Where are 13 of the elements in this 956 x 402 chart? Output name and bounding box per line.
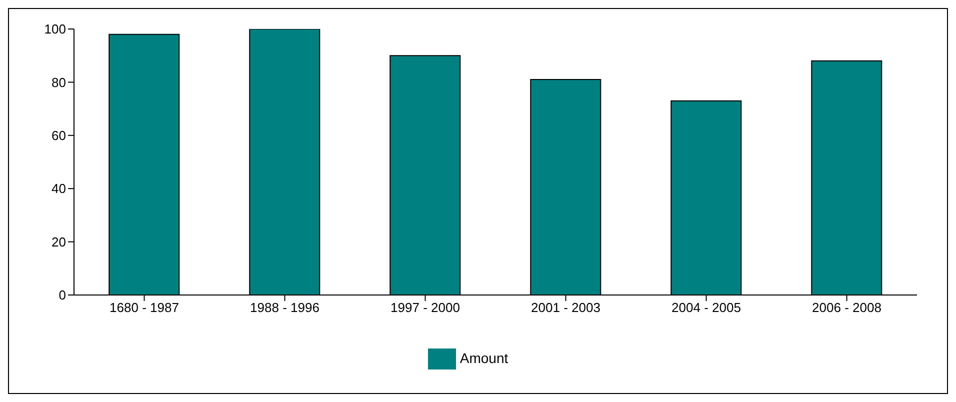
y-tick-label: 60 [52, 128, 66, 144]
x-tick-label: 2006 - 2008 [812, 300, 882, 316]
x-tick-label: 1680 - 1987 [110, 300, 179, 316]
y-tick-label: 100 [44, 22, 66, 37]
x-tick-label: 2001 - 2003 [531, 300, 600, 316]
y-tick-label: 0 [58, 288, 66, 303]
y-tick-label: 40 [52, 181, 66, 196]
x-tick-label: 1988 - 1996 [250, 300, 320, 316]
y-tick-label: 20 [52, 234, 66, 250]
y-tick-label: 80 [52, 74, 66, 90]
x-tick-label: 1997 - 2000 [390, 300, 460, 316]
x-tick-label: 2004 - 2005 [672, 300, 741, 316]
legend-label: Amount [460, 350, 508, 366]
